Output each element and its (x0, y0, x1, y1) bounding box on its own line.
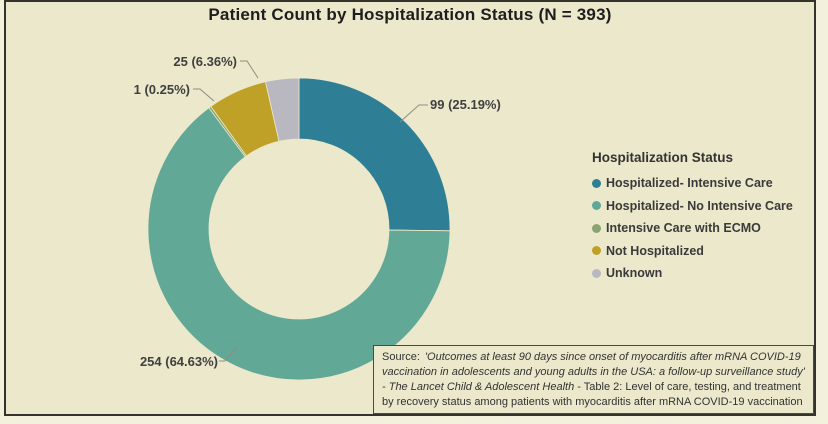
legend: Hospitalization Status Hospitalized- Int… (592, 150, 812, 285)
legend-label-hospitalized-intensive-care: Hospitalized- Intensive Care (606, 176, 773, 191)
leader-line-hospitalized-no-intensive-care (219, 346, 238, 362)
legend-title: Hospitalization Status (592, 150, 734, 165)
chart-frame: Patient Count by Hospitalization Status … (4, 0, 816, 416)
slice-hospitalized-intensive-care[interactable] (298, 77, 451, 232)
legend-dot-not-hospitalized (592, 246, 601, 256)
legend-item-hospitalized-intensive-care[interactable]: Hospitalized- Intensive Care (592, 172, 812, 195)
callout-label-hospitalized-intensive-care: 99 (25.19%) (430, 97, 501, 112)
legend-item-hospitalized-no-intensive-care[interactable]: Hospitalized- No Intensive Care (592, 195, 812, 218)
legend-label-unknown: Unknown (606, 266, 663, 281)
source-note: Source: 'Outcomes at least 90 days since … (373, 345, 814, 414)
legend-dot-unknown (592, 268, 601, 278)
slice-unknown[interactable] (265, 77, 300, 142)
legend-label-not-hospitalized: Not Hospitalized (606, 243, 704, 258)
legend-dot-intensive-care-with-ecmo (592, 223, 601, 233)
legend-label-intensive-care-with-ecmo: Intensive Care with ECMO (606, 221, 761, 236)
legend-item-unknown[interactable]: Unknown (592, 262, 812, 285)
legend-item-intensive-care-with-ecmo[interactable]: Intensive Care with ECMO (592, 217, 812, 240)
donut-chart (147, 60, 451, 381)
source-citation-rest: - Table 2: Level of care, testing, and t… (382, 381, 803, 408)
leader-line-intensive-care-with-ecmo (193, 88, 215, 102)
legend-dot-hospitalized-intensive-care (592, 178, 601, 188)
leader-line-not-hospitalized (240, 60, 259, 79)
callout-label-hospitalized-no-intensive-care: 254 (64.63%) (139, 354, 218, 369)
legend-items: Hospitalized- Intensive Care Hospitalized… (592, 172, 812, 285)
legend-label-hospitalized-no-intensive-care: Hospitalized- No Intensive Care (606, 198, 793, 213)
legend-item-not-hospitalized[interactable]: Not Hospitalized (592, 240, 812, 263)
callout-label-not-hospitalized: 25 (6.36%) (173, 54, 237, 69)
callout-label-intensive-care-with-ecmo: 1 (0.25%) (133, 82, 190, 97)
legend-dot-hospitalized-no-intensive-care (592, 201, 601, 211)
chart-title: Patient Count by Hospitalization Status … (208, 5, 612, 24)
source-citation-italic: 'Outcomes at least 90 days since onset o… (382, 351, 805, 393)
leader-line-hospitalized-intensive-care (399, 104, 428, 123)
slice-hospitalized-no-intensive-care[interactable] (147, 107, 451, 381)
source-prefix: Source: (382, 351, 420, 363)
